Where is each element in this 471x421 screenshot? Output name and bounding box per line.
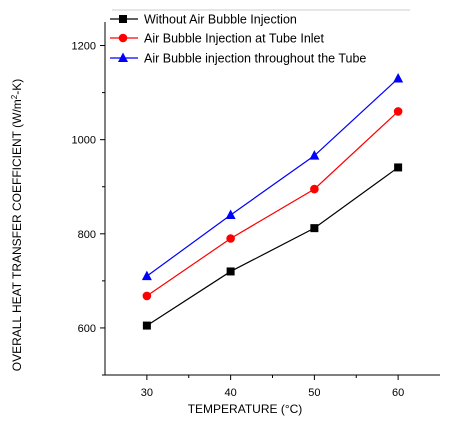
legend-label: Air Bubble Injection at Tube Inlet (144, 32, 325, 46)
y-tick-label: 600 (78, 323, 96, 335)
y-tick-label: 1200 (72, 41, 96, 53)
axes (104, 22, 440, 376)
legend: Without Air Bubble Injection Air Bubble I… (110, 9, 410, 66)
data-point (393, 107, 403, 116)
series-3 (141, 72, 404, 281)
x-tick-label: 60 (392, 387, 404, 399)
x-tick-label: 40 (225, 387, 237, 399)
y-axis-title: OVERALL HEAT TRANSFER COEFFICIENT (W/m2-… (10, 79, 25, 372)
legend-marker (119, 15, 127, 23)
series-line (146, 110, 399, 297)
legend-label: Without Air Bubble Injection (144, 13, 297, 27)
x-tick-label: 30 (141, 387, 153, 399)
data-point (310, 224, 319, 233)
data-point (310, 184, 319, 194)
ticks: 600 800 1000 1200 30 40 50 60 (72, 41, 405, 399)
legend-marker (118, 52, 128, 62)
legend-label: Air Bubble injection throughout the Tube (144, 52, 366, 66)
series-line (146, 78, 399, 277)
x-axis-title: TEMPERATURE (°C) (188, 402, 303, 416)
data-point (394, 163, 403, 172)
legend-marker (118, 33, 128, 43)
y-tick-label: 800 (78, 229, 96, 241)
data-point (309, 150, 320, 160)
data-point (142, 321, 151, 330)
series-1 (142, 163, 403, 330)
data-point (226, 267, 235, 276)
series-line (146, 166, 399, 327)
series-2 (142, 107, 403, 301)
data-point (225, 209, 236, 219)
data-point (141, 270, 152, 281)
data-point (226, 234, 235, 243)
x-tick-label: 50 (308, 387, 320, 399)
data-point (393, 72, 404, 83)
series-layer (141, 72, 404, 330)
y-tick-label: 1000 (72, 135, 96, 147)
data-point (142, 291, 152, 301)
